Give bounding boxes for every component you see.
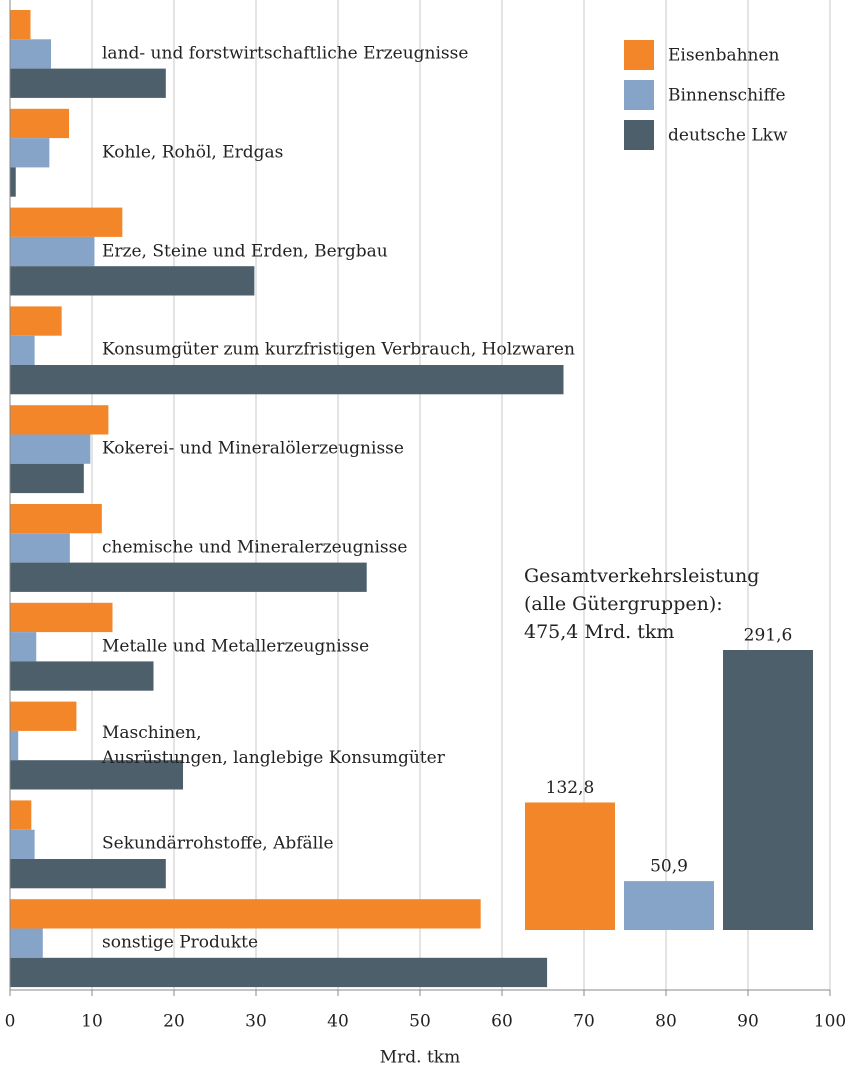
annotation: (alle Gütergruppen): (524, 593, 723, 615)
x-tick-label: 100 (814, 1012, 846, 1032)
bar (10, 800, 32, 830)
total-label: 291,6 (744, 626, 793, 646)
bar (10, 39, 51, 69)
bar (10, 928, 43, 958)
bar (10, 463, 84, 494)
x-tick-label: 80 (655, 1012, 677, 1032)
bar (10, 167, 16, 197)
x-tick-label: 40 (327, 1012, 349, 1032)
legend-swatch (624, 40, 654, 70)
annotation: Gesamtverkehrsleistung (524, 565, 759, 587)
category-label: Erze, Steine und Erden, Bergbau (102, 241, 388, 262)
bar (10, 108, 70, 139)
bar (10, 899, 481, 929)
bar (10, 957, 548, 988)
bar (10, 236, 95, 267)
legend-swatch (624, 80, 654, 110)
category-label: chemische und Mineralerzeugnisse (102, 537, 408, 558)
bar (10, 207, 123, 237)
category-label: Metalle und Metallerzeugnisse (102, 636, 370, 657)
x-tick-label: 60 (491, 1012, 513, 1032)
category-label: Konsumgüter zum kurzfristigen Verbrauch,… (102, 339, 575, 360)
bar (10, 405, 109, 435)
bar (10, 829, 35, 859)
category-label: Sekundärrohstoffe, Abfälle (102, 833, 334, 854)
x-tick-label: 10 (81, 1012, 103, 1032)
x-axis-label: Mrd. tkm (380, 1048, 460, 1068)
x-tick-label: 30 (245, 1012, 267, 1032)
legend-label: Eisenbahnen (668, 46, 780, 66)
bar (10, 10, 31, 40)
category-label: sonstige Produkte (102, 932, 259, 953)
bar (10, 68, 166, 98)
category-label: land- und forstwirtschaftliche Erzeugnis… (102, 43, 469, 64)
bar (10, 533, 70, 563)
category-label: Kohle, Rohöl, Erdgas (102, 142, 284, 163)
bar (10, 730, 19, 761)
bar (10, 632, 37, 662)
total-bar (525, 802, 615, 930)
category-label: Kokerei- und Mineralölerzeugnisse (102, 438, 404, 459)
bar (10, 661, 154, 691)
total-bar (723, 650, 813, 930)
x-tick-label: 20 (163, 1012, 185, 1032)
bar (10, 266, 255, 296)
bar (10, 504, 102, 534)
x-tick-label: 0 (5, 1012, 16, 1032)
total-label: 132,8 (546, 778, 595, 798)
x-tick-label: 70 (573, 1012, 595, 1032)
total-label: 50,9 (650, 857, 688, 877)
total-bar (624, 881, 714, 930)
bar (10, 602, 113, 633)
x-tick-label: 50 (409, 1012, 431, 1032)
bar (10, 306, 62, 336)
legend-swatch (624, 120, 654, 150)
bar (10, 859, 166, 889)
x-tick-label: 90 (737, 1012, 759, 1032)
bar (10, 760, 184, 790)
category-label: Maschinen, Ausrüstungen, langlebige Kons… (102, 722, 445, 768)
bar (10, 434, 91, 464)
bar (10, 335, 35, 365)
legend-label: Binnenschiffe (668, 86, 786, 106)
bar (10, 701, 77, 731)
annotation: 475,4 Mrd. tkm (524, 621, 674, 643)
bar (10, 138, 50, 168)
bar (10, 562, 367, 592)
legend-label: deutsche Lkw (668, 126, 788, 146)
bar (10, 365, 564, 395)
